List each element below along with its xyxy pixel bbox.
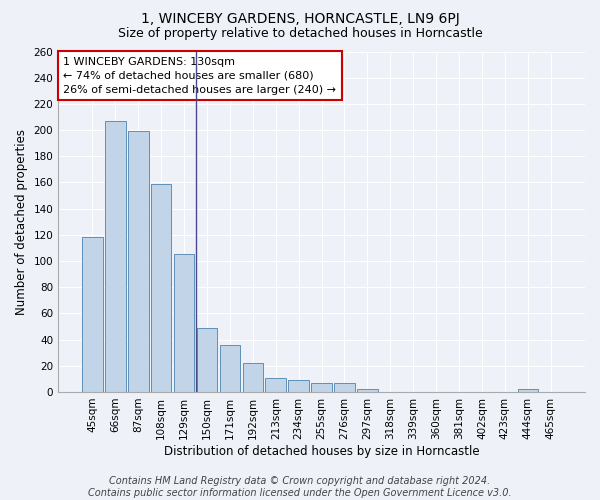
Bar: [357, 390, 378, 392]
Bar: [334, 383, 355, 392]
Bar: [174, 254, 194, 392]
Y-axis label: Number of detached properties: Number of detached properties: [15, 128, 28, 314]
Bar: [197, 328, 217, 392]
Bar: [82, 238, 103, 392]
X-axis label: Distribution of detached houses by size in Horncastle: Distribution of detached houses by size …: [164, 444, 479, 458]
Text: Contains HM Land Registry data © Crown copyright and database right 2024.
Contai: Contains HM Land Registry data © Crown c…: [88, 476, 512, 498]
Text: Size of property relative to detached houses in Horncastle: Size of property relative to detached ho…: [118, 28, 482, 40]
Bar: [220, 345, 240, 392]
Bar: [311, 383, 332, 392]
Bar: [518, 390, 538, 392]
Bar: [105, 121, 125, 392]
Bar: [151, 184, 172, 392]
Text: 1 WINCEBY GARDENS: 130sqm
← 74% of detached houses are smaller (680)
26% of semi: 1 WINCEBY GARDENS: 130sqm ← 74% of detac…: [64, 56, 337, 94]
Bar: [242, 363, 263, 392]
Bar: [128, 132, 149, 392]
Bar: [289, 380, 309, 392]
Bar: [265, 378, 286, 392]
Text: 1, WINCEBY GARDENS, HORNCASTLE, LN9 6PJ: 1, WINCEBY GARDENS, HORNCASTLE, LN9 6PJ: [140, 12, 460, 26]
